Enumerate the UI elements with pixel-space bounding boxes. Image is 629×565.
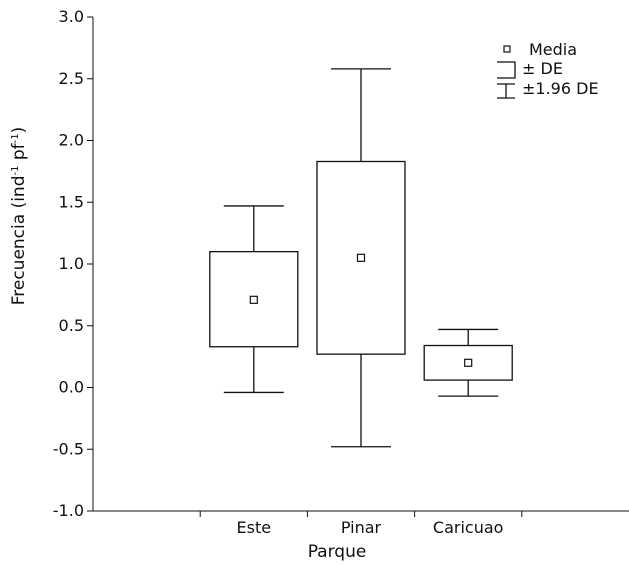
y-tick-label: 2.0	[59, 131, 84, 150]
y-tick-label: 1.5	[59, 192, 84, 211]
y-tick-label: 0.5	[59, 316, 84, 335]
legend-sd-symbol	[497, 61, 516, 79]
x-tick-label: Caricuao	[433, 518, 504, 537]
y-ticks: -1.0 -0.5 0.0 0.5 1.0 1.5 2.0 2.5 3.0	[53, 7, 93, 520]
x-ticks: Este Pinar Caricuao	[199, 511, 523, 537]
legend-ci-symbol	[497, 83, 515, 99]
legend-mean-label: Media	[529, 40, 577, 59]
legend-ci-label: ±1.96 DE	[522, 79, 599, 98]
y-axis-title: Frecuencia (ind-1 pf-1)	[9, 127, 29, 306]
mean-marker	[356, 253, 366, 262]
legend-sd-label: ± DE	[522, 59, 563, 78]
y-tick-label: 3.0	[59, 7, 84, 26]
box-group	[209, 205, 299, 394]
y-tick-label: 1.0	[59, 254, 84, 273]
y-axis-title-end: )	[9, 127, 29, 134]
boxes	[209, 68, 513, 448]
y-axis-title-main: Frecuencia (ind	[9, 176, 29, 306]
y-tick-label: -0.5	[53, 439, 84, 458]
mean-marker	[249, 295, 258, 304]
y-tick-label: 2.5	[59, 69, 84, 88]
legend-mean-symbol	[503, 45, 511, 53]
legend: Media ± DE ±1.96 DE	[497, 40, 599, 99]
x-axis-title: Parque	[308, 542, 367, 562]
y-axis-title-mid: pf	[9, 142, 29, 165]
y-axis-title-sup1: -1	[10, 166, 21, 176]
y-tick-label: 0.0	[59, 378, 84, 397]
y-tick-label: -1.0	[53, 501, 84, 520]
x-tick-label: Pinar	[341, 518, 382, 537]
y-axis-title-sup2: -1	[10, 133, 21, 143]
mean-marker	[464, 358, 473, 367]
box-group	[423, 328, 513, 397]
x-tick-label: Este	[237, 518, 272, 537]
box-group	[316, 68, 406, 448]
